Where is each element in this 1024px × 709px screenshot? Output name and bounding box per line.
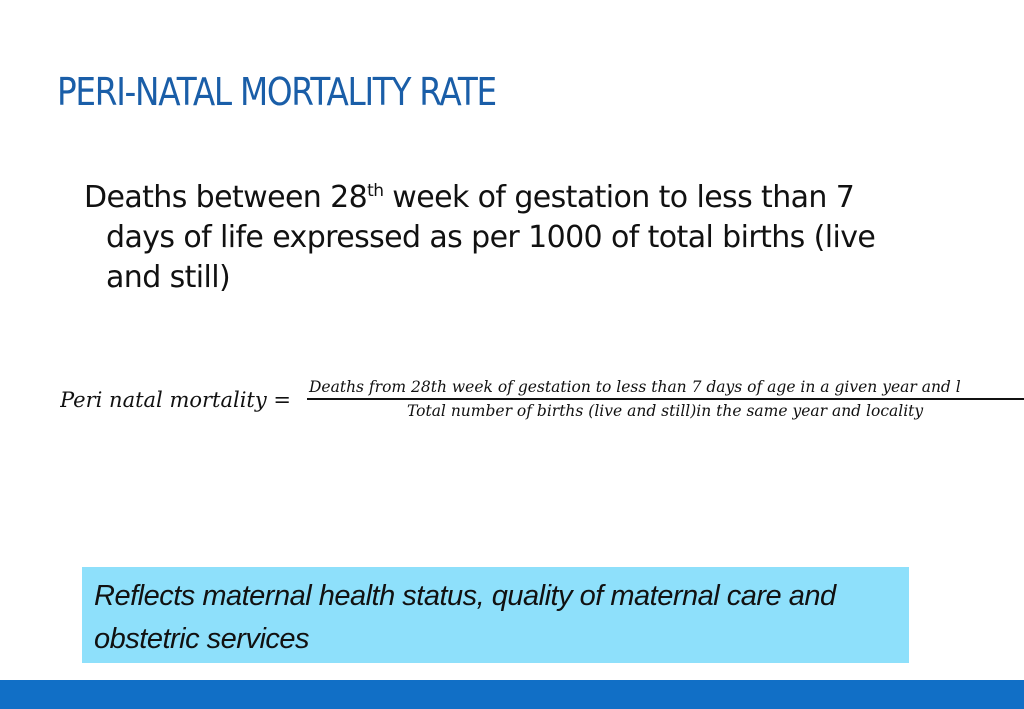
definition-line-2: days of life expressed as per 1000 of to… bbox=[106, 220, 876, 255]
definition-line-1-start: Deaths between 28 bbox=[84, 180, 368, 215]
callout-text: Reflects maternal health status, quality… bbox=[94, 580, 836, 655]
formula-fraction: Deaths from 28th week of gestation to le… bbox=[307, 376, 1024, 422]
formula-numerator: Deaths from 28th week of gestation to le… bbox=[309, 378, 961, 396]
definition-line-3: and still) bbox=[106, 260, 231, 295]
fraction-bar bbox=[307, 398, 1024, 400]
definition-line-1-end: week of gestation to less than 7 bbox=[383, 180, 855, 215]
footer-bar bbox=[0, 680, 1024, 709]
slide-title: PERI-NATAL MORTALITY RATE bbox=[57, 70, 497, 114]
definition-line-1: Deaths between 28th week of gestation to… bbox=[84, 180, 855, 215]
formula-lhs: Peri natal mortality = bbox=[60, 388, 291, 412]
formula-denominator: Total number of births (live and still)i… bbox=[407, 401, 924, 420]
formula: Peri natal mortality = Deaths from 28th … bbox=[60, 376, 1024, 426]
ordinal-superscript: th bbox=[367, 181, 384, 201]
definition-text: Deaths between 28th week of gestation to… bbox=[84, 178, 914, 298]
callout-box: Reflects maternal health status, quality… bbox=[82, 567, 909, 663]
